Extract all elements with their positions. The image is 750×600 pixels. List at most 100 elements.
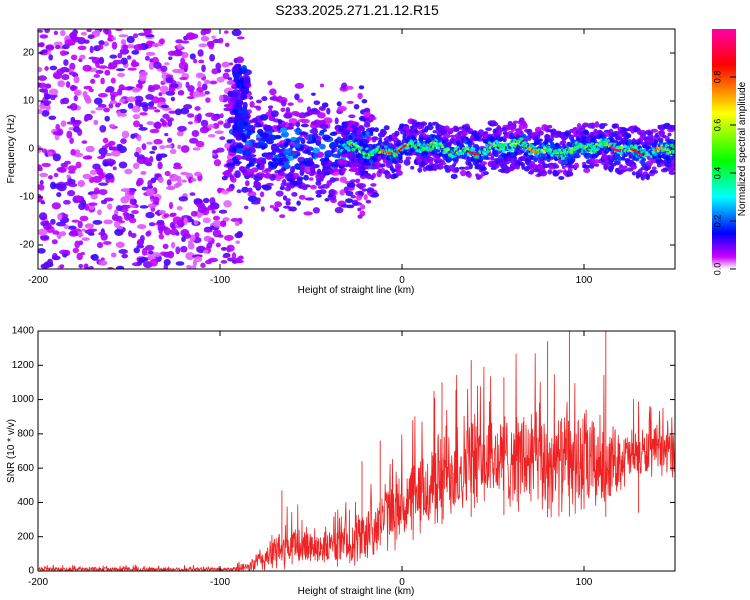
heatmap-cell (112, 166, 117, 171)
snr-x-label: Height of straight line (km) (298, 586, 415, 597)
heatmap-cell (104, 69, 111, 76)
heatmap-cell (165, 90, 176, 96)
heatmap-cell (384, 172, 392, 179)
heatmap-cell (208, 41, 215, 50)
heatmap-cell (575, 153, 580, 159)
heatmap-cell (357, 207, 362, 212)
heatmap-cell (102, 137, 109, 144)
heatmap-cell (92, 163, 101, 170)
heatmap-cell (224, 42, 230, 48)
heatmap-cell (66, 105, 74, 109)
heatmap-cell (400, 150, 405, 156)
heatmap-cell (143, 29, 152, 35)
heatmap-cell (556, 169, 564, 173)
heatmap-cell (160, 65, 168, 72)
heatmap-cell (270, 151, 276, 156)
heatmap-cell (371, 172, 377, 179)
heatmap-cell (112, 59, 123, 65)
heatmap-cell (645, 160, 653, 167)
heatmap-cell (131, 105, 141, 113)
heatmap-cell (247, 195, 258, 203)
heatmap-cell (594, 121, 600, 128)
heatmap-cell (360, 204, 366, 210)
snr-y-tick-label: 0 (28, 566, 34, 577)
heatmap-cell (283, 112, 293, 119)
heatmap-cell (358, 85, 365, 90)
heatmap-cell (340, 204, 350, 208)
heatmap-cell (198, 43, 208, 48)
heatmap-cell (665, 155, 670, 161)
heatmap-cell (125, 44, 136, 49)
heatmap-cell (151, 84, 161, 91)
heatmap-cell (226, 187, 234, 192)
heatmap-cell (38, 29, 43, 33)
heatmap-cell (158, 233, 165, 240)
heatmap-cell (342, 149, 348, 155)
heatmap-cell (232, 104, 240, 109)
heatmap-cell (512, 138, 517, 142)
heatmap-cell (249, 101, 255, 108)
heatmap-cell (436, 136, 442, 141)
heatmap-cell (156, 219, 165, 225)
heatmap-cell (290, 181, 299, 185)
heatmap-cell (432, 130, 438, 134)
heatmap-cell (442, 132, 451, 139)
heatmap-cell (148, 222, 156, 227)
heatmap-cell (468, 143, 473, 148)
heatmap-cell (157, 176, 164, 183)
heatmap-cell (554, 142, 560, 147)
heatmap-cell (511, 123, 517, 130)
heatmap-cell (312, 207, 320, 214)
heatmap-cell (231, 146, 237, 153)
heatmap-cell (155, 153, 162, 162)
heatmap-cell (73, 75, 80, 84)
heatmap-cell (420, 121, 428, 127)
heatmap-y-label: Frequency (Hz) (6, 115, 17, 184)
heatmap-cell (205, 97, 211, 103)
heatmap-cell (140, 170, 147, 175)
heatmap-cell (363, 143, 369, 148)
heatmap-cell (654, 132, 659, 138)
heatmap-cell (604, 140, 608, 144)
heatmap-cell (471, 147, 476, 151)
heatmap-cell (60, 120, 67, 127)
heatmap-cell (43, 261, 51, 269)
heatmap-cell (243, 205, 249, 210)
heatmap-cell (556, 151, 560, 155)
heatmap-cell (111, 36, 117, 41)
heatmap-cell (581, 144, 585, 148)
heatmap-cell (670, 164, 675, 168)
heatmap-cell (398, 158, 404, 164)
heatmap-cell (639, 129, 646, 137)
heatmap-cell (254, 181, 262, 187)
heatmap-cell (363, 194, 368, 201)
heatmap-cell (74, 240, 81, 249)
heatmap-cell (115, 265, 125, 269)
heatmap-cell (671, 126, 675, 130)
heatmap-cell (224, 30, 229, 34)
heatmap-cell (89, 45, 94, 54)
heatmap-cell (47, 151, 53, 157)
heatmap-cell (164, 170, 171, 177)
heatmap-cell (99, 125, 107, 133)
heatmap-cell (148, 84, 153, 91)
heatmap-cell (181, 51, 189, 59)
heatmap-cell (653, 152, 658, 156)
heatmap-cell (138, 124, 144, 128)
heatmap-cell (189, 192, 196, 196)
heatmap-cell (215, 242, 221, 248)
heatmap-cell (396, 170, 403, 176)
heatmap-cell (122, 44, 128, 51)
heatmap-cell (194, 106, 201, 111)
heatmap-cell (85, 145, 95, 153)
heatmap-cell (183, 217, 188, 226)
heatmap-cell (313, 100, 321, 106)
heatmap-x-tick-label: 0 (399, 275, 405, 286)
heatmap-cell (484, 155, 489, 160)
heatmap-cell (286, 178, 294, 182)
heatmap-cell (220, 246, 228, 251)
heatmap-cell (306, 146, 314, 152)
heatmap-cell (561, 165, 566, 170)
heatmap-cell (77, 45, 87, 51)
heatmap-cell (303, 211, 313, 216)
